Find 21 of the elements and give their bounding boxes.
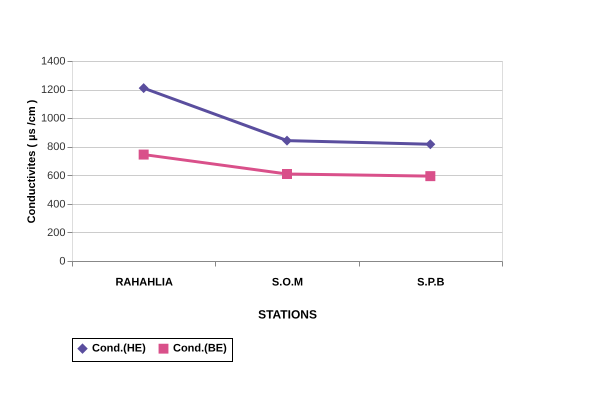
- y-tick-label: 200: [47, 226, 66, 239]
- y-tick-label: 1000: [41, 112, 66, 125]
- x-tick-label: RAHAHLIA: [115, 276, 173, 288]
- x-tick-label: S.P.B: [417, 276, 445, 288]
- y-axis-title: Conductivites ( µs /cm ): [26, 99, 38, 224]
- point: [425, 139, 436, 150]
- point: [425, 171, 436, 182]
- y-tick-label: 1400: [41, 56, 66, 68]
- point: [282, 136, 292, 146]
- legend-label: Cond.(BE): [173, 342, 228, 355]
- y-tick-label: 600: [47, 170, 66, 182]
- point: [138, 83, 149, 94]
- point: [138, 150, 149, 160]
- y-tick-label: 1200: [41, 84, 66, 96]
- x-axis-title: STATIONS: [258, 308, 317, 322]
- y-tick-label: 800: [47, 141, 66, 154]
- y-tick-label: 0: [59, 256, 66, 268]
- y-tick-label: 400: [47, 198, 66, 210]
- point: [282, 169, 292, 179]
- legend-label: Cond.(HE): [92, 342, 146, 355]
- x-tick-label: S.O.M: [272, 276, 304, 288]
